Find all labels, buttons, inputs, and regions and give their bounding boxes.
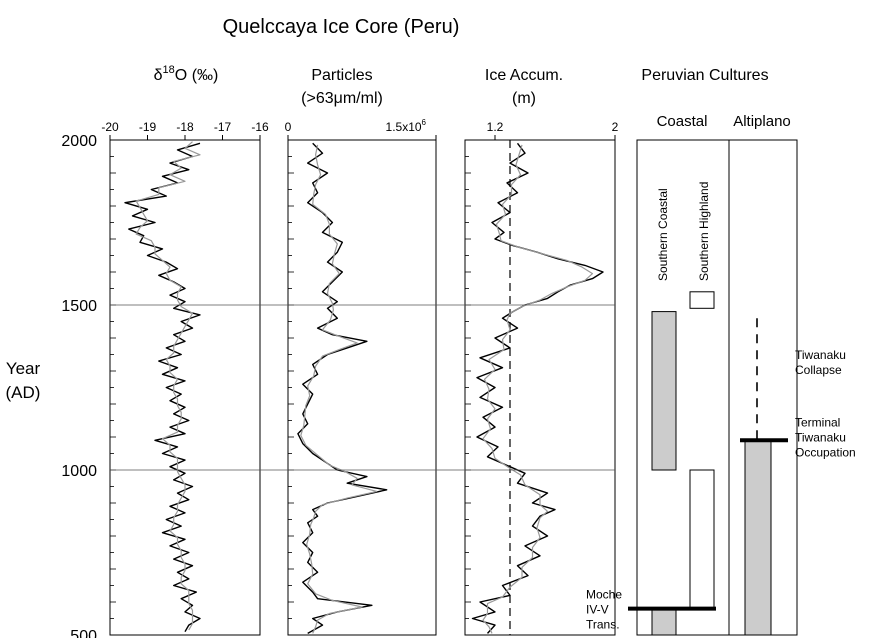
ice-accum-frame [464, 139, 616, 636]
particles-frame [287, 139, 437, 636]
series-line [297, 142, 388, 635]
culture-marker-label: Occupation [795, 445, 856, 459]
panel-d18o: δ18O (‰) -20 -19 -18 -17 -16 [101, 64, 269, 636]
y-tick-label: 2000 [61, 133, 97, 150]
x-tick-label: -20 [101, 120, 119, 134]
year-reference-lines [110, 304, 615, 471]
culture-bar [651, 311, 677, 471]
culture-bar [744, 439, 772, 636]
x-tick-label: -18 [176, 120, 194, 134]
panel-ice-accum: Ice Accum. (m) 1.2 2 [464, 67, 619, 636]
figure-title: Quelccaya Ice Core (Peru) [223, 16, 460, 38]
ice-accum-series [471, 142, 604, 634]
southern-highland-label: Southern Highland [697, 182, 711, 281]
y-axis: Year (AD) 2000 1500 1000 500 [6, 133, 98, 638]
culture-marker-label: Tiwanaku [795, 430, 846, 444]
x-tick-label: -19 [139, 120, 157, 134]
series-line [471, 142, 604, 634]
particles-x-tickmarks [287, 135, 437, 619]
x-tick-label: -16 [251, 120, 269, 134]
particles-x-tick-right-exp: 6 [422, 118, 427, 127]
cultures-column-coastal: Coastal [657, 113, 708, 130]
series-line [124, 142, 201, 633]
series-line [300, 144, 378, 634]
series-line [135, 141, 201, 631]
panel-particles: Particles (>63μm/ml) 0 1.5x106 [285, 67, 437, 636]
particles-title-line1: Particles [311, 67, 372, 84]
d18o-x-ticks: -20 -19 -18 -17 -16 [101, 120, 269, 619]
y-tick-labels: 2000 1500 1000 500 [61, 133, 97, 638]
culture-marker-label: IV-V [586, 603, 609, 617]
culture-bar [689, 469, 715, 610]
particles-x-tick-right: 1.5x106 [386, 118, 427, 134]
d18o-frame [109, 139, 261, 636]
ice-accum-title-line2: (m) [512, 90, 536, 107]
culture-annotation-label: Tiwanaku [795, 348, 846, 362]
d18o-title-suffix: O (‰) [175, 67, 219, 84]
cultures-title: Peruvian Cultures [641, 67, 768, 84]
d18o-title-prefix: δ [154, 67, 163, 84]
cultures-markers: TerminalTiwanakuOccupationMocheIV-VTrans… [586, 318, 856, 632]
panel-cultures: Peruvian Cultures Coastal Altiplano Sout… [586, 67, 856, 636]
panel-d18o-title: δ18O (‰) [154, 64, 219, 84]
x-tick-label: 1.2 [487, 120, 504, 134]
x-tick-label: 2 [612, 120, 619, 134]
particles-x-tick-left: 0 [285, 120, 292, 134]
particles-series [297, 142, 388, 635]
d18o-series [124, 141, 201, 633]
y-tick-label: 1000 [61, 463, 97, 480]
culture-marker-label: Moche [586, 588, 622, 602]
series-line [482, 144, 594, 634]
culture-bar [651, 608, 677, 636]
culture-annotation-label: Collapse [795, 363, 842, 377]
y-tick-label: 1500 [61, 298, 97, 315]
ice-accum-title-line1: Ice Accum. [485, 67, 563, 84]
ice-accum-x-ticks: 1.2 2 [465, 120, 619, 619]
culture-marker-label: Terminal [795, 415, 840, 429]
y-tick-label: 500 [70, 628, 97, 638]
southern-coastal-label: Southern Coastal [656, 188, 670, 281]
y-axis-label-year: Year [6, 359, 41, 378]
y-axis-label-ad: (AD) [6, 383, 41, 402]
culture-marker-label: Trans. [586, 618, 620, 632]
culture-bar [689, 291, 715, 309]
cultures-frame [636, 139, 798, 636]
particles-title-line2: (>63μm/ml) [301, 90, 383, 107]
cultures-column-altiplano: Altiplano [733, 113, 791, 130]
d18o-title-sup: 18 [163, 64, 175, 76]
particles-x-tick-right-base: 1.5x10 [386, 120, 422, 134]
cultures-bars [651, 291, 772, 636]
x-tick-label: -17 [214, 120, 232, 134]
